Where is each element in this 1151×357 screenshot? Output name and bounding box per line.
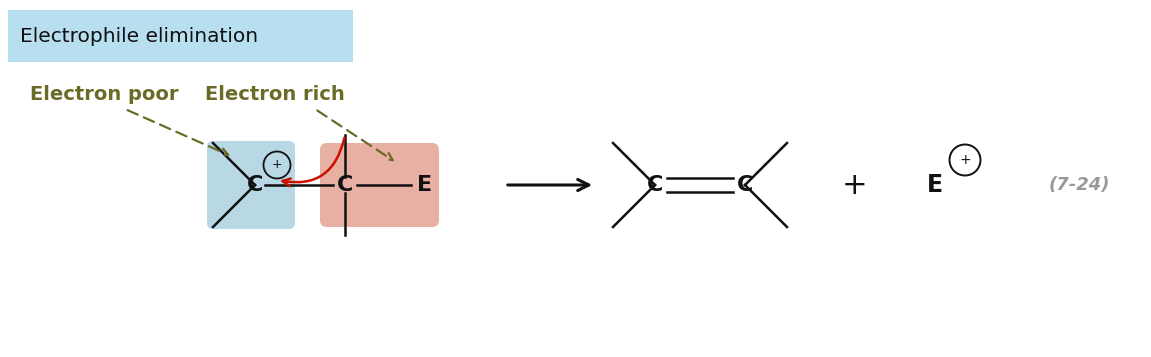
Text: (7-24): (7-24)	[1049, 176, 1110, 194]
Text: +: +	[843, 171, 868, 200]
Text: E: E	[418, 175, 433, 195]
Text: C: C	[246, 175, 264, 195]
Text: C: C	[737, 175, 753, 195]
FancyBboxPatch shape	[8, 10, 353, 62]
Text: +: +	[272, 159, 282, 171]
Text: C: C	[647, 175, 663, 195]
Text: Electron rich: Electron rich	[205, 85, 345, 105]
FancyBboxPatch shape	[320, 143, 439, 227]
FancyArrowPatch shape	[282, 138, 344, 186]
Text: C: C	[337, 175, 353, 195]
Text: Electron poor: Electron poor	[30, 85, 178, 105]
Text: Electrophile elimination: Electrophile elimination	[20, 27, 258, 46]
FancyBboxPatch shape	[207, 141, 295, 229]
Text: +: +	[959, 153, 970, 167]
Text: E: E	[927, 173, 943, 197]
